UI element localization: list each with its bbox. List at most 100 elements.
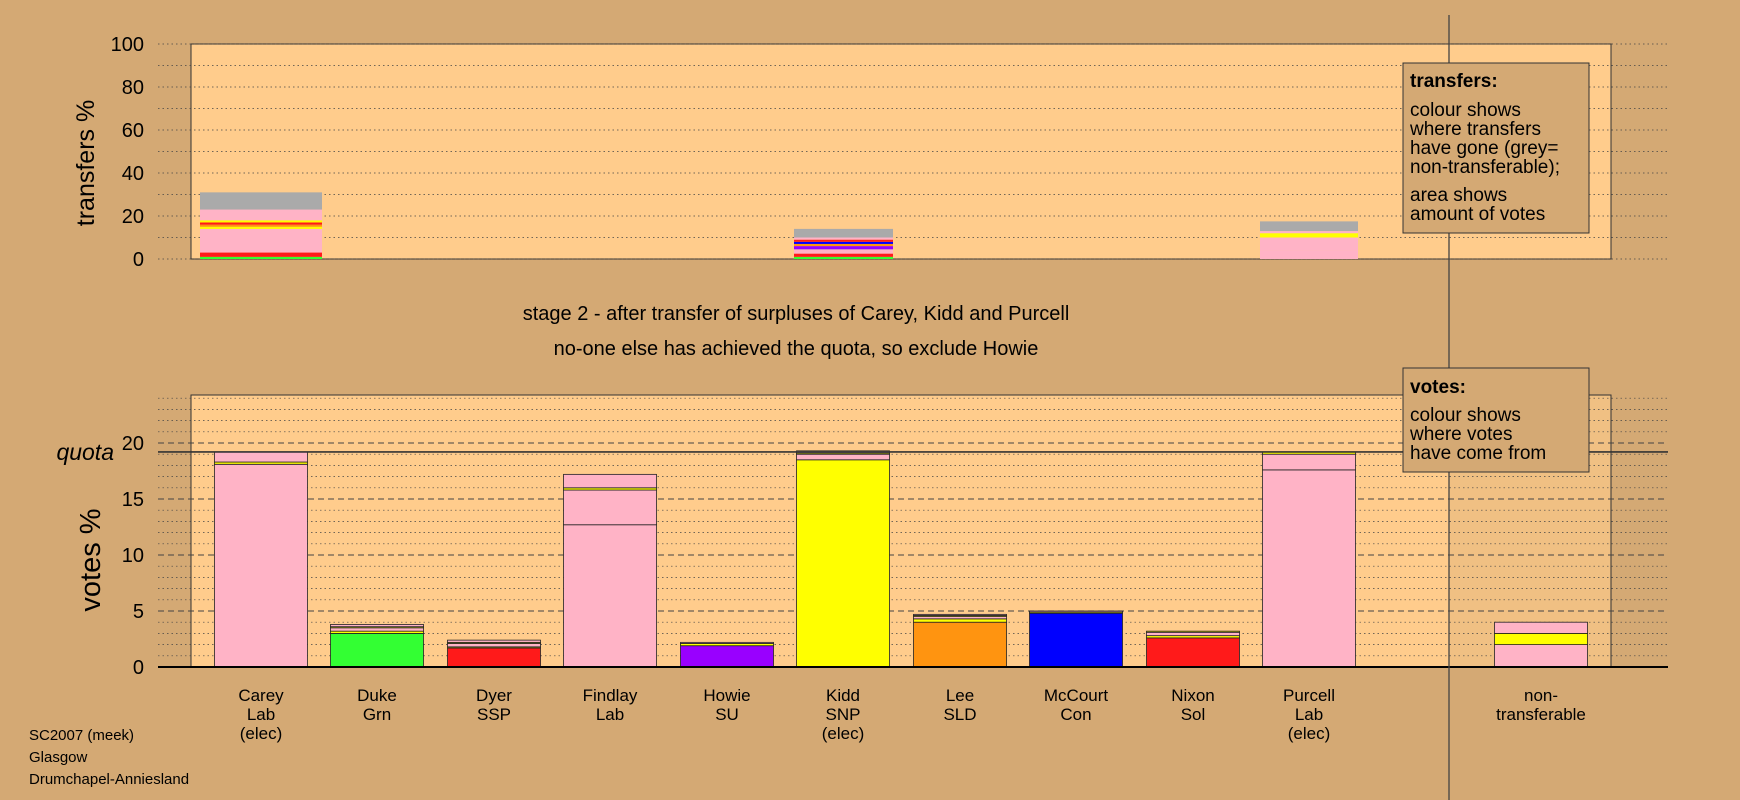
transfer-segment-carey bbox=[200, 222, 322, 225]
category-label: Carey bbox=[238, 686, 284, 705]
transfer-segment-purcell bbox=[1260, 221, 1358, 232]
votes-gridlines bbox=[158, 397, 1668, 657]
transfer-segment-carey bbox=[200, 192, 322, 210]
transfers-y-tick-label: 60 bbox=[122, 120, 144, 142]
category-label: Dyer bbox=[476, 686, 512, 705]
votes-y-tick-label: 0 bbox=[133, 657, 144, 679]
transfers-y-label: transfers % bbox=[72, 100, 100, 226]
category-label: Lab bbox=[1295, 705, 1323, 724]
category-label: Kidd bbox=[826, 686, 860, 705]
vote-segment-nixon bbox=[1146, 630, 1240, 633]
category-label: transferable bbox=[1496, 705, 1586, 724]
transfers-y-ticks: 0 20 40 60 80 100 bbox=[111, 34, 144, 271]
transfer-segment-kidd bbox=[794, 241, 893, 244]
vote-segment-findlay bbox=[563, 489, 657, 526]
footer-council: Glasgow bbox=[29, 749, 88, 766]
category-label: SLD bbox=[943, 705, 976, 724]
category-label: SU bbox=[715, 705, 739, 724]
transfer-segment-purcell bbox=[1260, 237, 1358, 251]
votes-category-labels: CareyLab(elec)DukeGrnDyerSSPFindlayLabHo… bbox=[238, 686, 1586, 743]
transfer-segment-carey bbox=[200, 256, 322, 259]
vote-segment-lee bbox=[913, 621, 1007, 668]
category-label: Con bbox=[1060, 705, 1091, 724]
vote-segment-mccourt bbox=[1029, 612, 1123, 668]
vote-segment-howie bbox=[680, 641, 774, 644]
votes-legend-line3: have come from bbox=[1410, 443, 1546, 464]
transfers-legend-line6: amount of votes bbox=[1410, 204, 1545, 225]
votes-y-tick-label: 5 bbox=[133, 601, 144, 623]
vote-segment-carey bbox=[214, 463, 308, 668]
votes-plot-area bbox=[190, 394, 1612, 668]
vote-segment-nixon bbox=[1146, 631, 1240, 637]
category-label: McCourt bbox=[1044, 686, 1109, 705]
category-label: Purcell bbox=[1283, 686, 1335, 705]
category-label: (elec) bbox=[1288, 724, 1331, 743]
vote-segment-howie bbox=[680, 645, 774, 668]
vote-segment-non bbox=[1494, 621, 1588, 634]
transfer-segment-carey bbox=[200, 226, 322, 229]
votes-legend-box bbox=[1402, 367, 1590, 473]
footer-election: SC2007 (meek) bbox=[29, 727, 135, 744]
category-label: Lab bbox=[247, 705, 275, 724]
vote-segment-duke bbox=[330, 627, 424, 632]
transfers-y-tick-label: 20 bbox=[122, 206, 144, 228]
votes-legend-line2: where votes bbox=[1409, 424, 1512, 445]
transfer-segment-carey bbox=[200, 228, 322, 253]
transfer-segment-purcell bbox=[1260, 233, 1358, 238]
votes-y-tick-label: 15 bbox=[122, 489, 144, 511]
transfers-y-tick-label: 80 bbox=[122, 77, 144, 99]
transfers-legend: transfers: colour shows where transfers … bbox=[1402, 62, 1590, 234]
transfers-bars bbox=[200, 192, 1358, 259]
vote-segment-kidd bbox=[796, 453, 890, 461]
votes-legend: votes: colour shows where votes have com… bbox=[1402, 367, 1590, 473]
transfer-segment-kidd bbox=[794, 237, 893, 240]
category-label: Sol bbox=[1181, 705, 1206, 724]
transfers-legend-line1: colour shows bbox=[1410, 100, 1521, 121]
votes-y-ticks: 0 5 10 15 20 bbox=[122, 433, 144, 679]
category-label: Duke bbox=[357, 686, 397, 705]
footer-ward: Drumchapel-Anniesland bbox=[29, 771, 190, 788]
vote-segment-dyer bbox=[447, 643, 541, 648]
vote-segment-findlay bbox=[563, 524, 657, 668]
category-label: Grn bbox=[363, 705, 391, 724]
transfers-y-tick-label: 100 bbox=[111, 34, 144, 56]
vote-segment-carey bbox=[214, 451, 308, 463]
transfers-panel: 0 20 40 60 80 100 transfers % bbox=[72, 34, 1668, 271]
transfer-segment-kidd bbox=[794, 253, 893, 257]
category-label: Lee bbox=[946, 686, 974, 705]
stage-headline-line2: no-one else has achieved the quota, so e… bbox=[554, 338, 1039, 360]
transfer-segment-purcell bbox=[1260, 231, 1358, 234]
votes-y-label: votes % bbox=[75, 508, 107, 611]
category-label: SNP bbox=[826, 705, 861, 724]
category-label: Howie bbox=[703, 686, 750, 705]
transfer-segment-carey bbox=[200, 209, 322, 221]
transfer-segment-kidd bbox=[794, 249, 893, 254]
category-label: Lab bbox=[596, 705, 624, 724]
votes-y-tick-label: 20 bbox=[122, 433, 144, 455]
transfers-legend-box bbox=[1402, 62, 1590, 234]
transfers-y-tick-label: 40 bbox=[122, 163, 144, 185]
vote-segment-dyer bbox=[447, 647, 541, 668]
category-label: SSP bbox=[477, 705, 511, 724]
vote-segment-purcell bbox=[1262, 453, 1356, 471]
votes-bars bbox=[214, 450, 1588, 668]
vote-segment-duke bbox=[330, 624, 424, 628]
transfers-y-tick-label: 0 bbox=[133, 249, 144, 271]
category-label: Findlay bbox=[583, 686, 638, 705]
category-label: (elec) bbox=[240, 724, 283, 743]
vote-segment-kidd bbox=[796, 459, 890, 668]
votes-y-tick-label: 10 bbox=[122, 545, 144, 567]
transfer-segment-kidd bbox=[794, 246, 893, 250]
vote-segment-purcell bbox=[1262, 469, 1356, 668]
transfer-segment-kidd bbox=[794, 228, 893, 238]
votes-legend-line1: colour shows bbox=[1410, 405, 1521, 426]
vote-segment-lee bbox=[913, 618, 1007, 623]
transfer-segment-kidd bbox=[794, 256, 893, 259]
quota-label: quota bbox=[56, 439, 114, 465]
transfer-segment-carey bbox=[200, 252, 322, 257]
vote-segment-non bbox=[1494, 644, 1588, 668]
category-label: (elec) bbox=[822, 724, 865, 743]
vote-segment-mccourt bbox=[1029, 610, 1123, 613]
